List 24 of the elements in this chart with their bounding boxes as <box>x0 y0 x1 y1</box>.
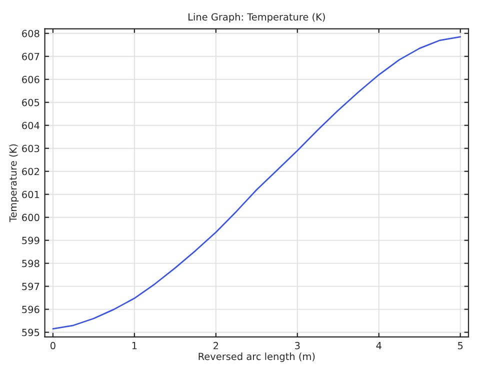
x-tick-label: 0 <box>50 342 56 350</box>
x-tick-label: 5 <box>458 342 463 350</box>
y-tick-label: 605 <box>22 98 40 106</box>
y-tick-label: 599 <box>22 236 40 244</box>
y-tick-label: 596 <box>22 306 40 314</box>
y-tick-label: 603 <box>22 144 40 152</box>
x-tick-label: 1 <box>132 342 137 350</box>
line-series <box>52 36 462 330</box>
y-tick-label: 606 <box>22 76 40 84</box>
y-tick-label: 597 <box>22 282 40 290</box>
x-tick-label: 2 <box>214 342 218 350</box>
y-tick-label: 600 <box>22 214 40 222</box>
x-tick-label: 4 <box>376 342 382 350</box>
y-tick-label: 607 <box>22 52 40 60</box>
y-tick-label: 602 <box>22 168 39 176</box>
chart-title: Line Graph: Temperature (K) <box>188 13 325 22</box>
y-axis-title: Temperature (K) <box>9 144 19 222</box>
y-tick-label: 608 <box>22 30 40 38</box>
x-axis-title: Reversed arc length (m) <box>198 352 315 362</box>
y-tick-label: 595 <box>22 328 40 336</box>
y-tick-label: 601 <box>22 190 40 198</box>
x-tick-label: 3 <box>295 342 300 350</box>
y-tick-label: 604 <box>22 122 40 130</box>
y-tick-label: 598 <box>22 260 40 268</box>
